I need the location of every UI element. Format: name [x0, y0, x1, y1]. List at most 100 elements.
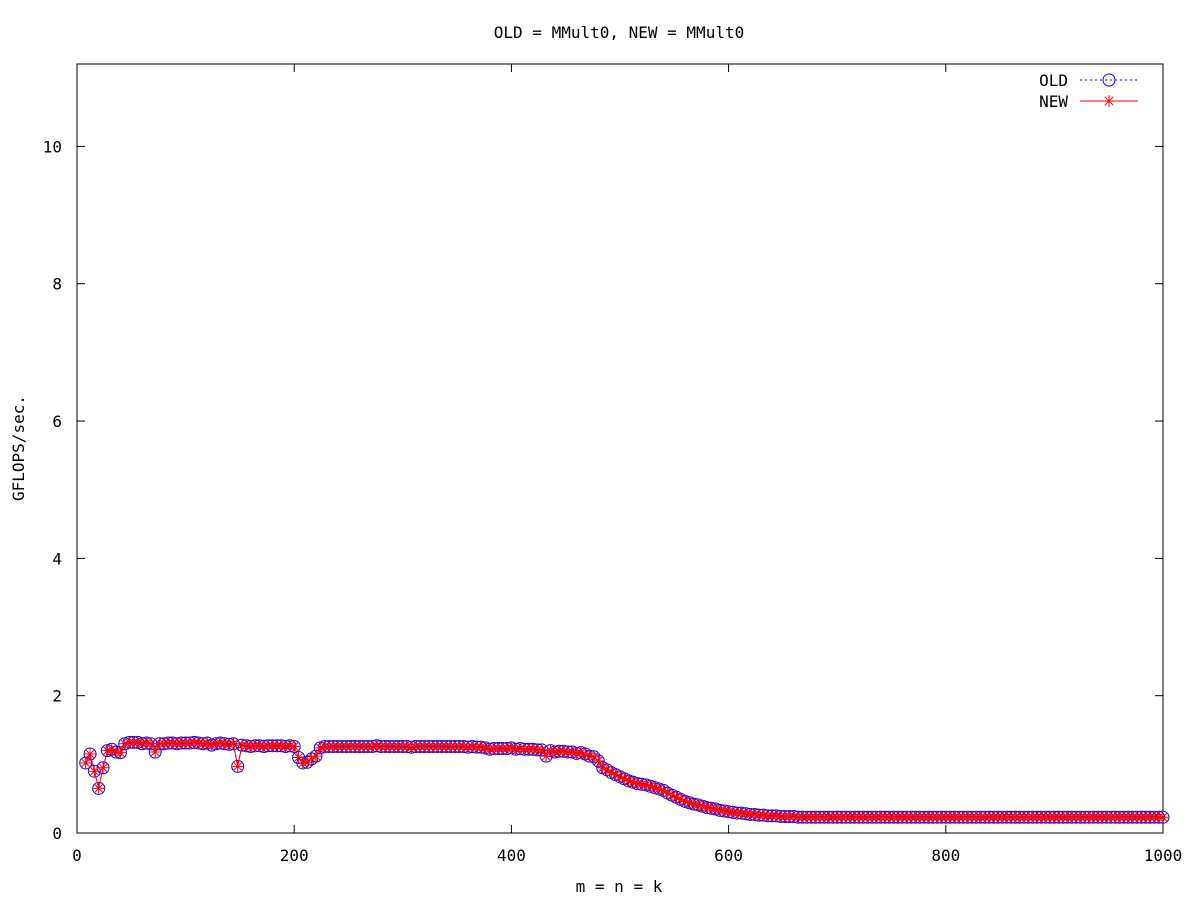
new-point-20 — [166, 737, 179, 750]
x-tick-label: 800 — [931, 846, 960, 865]
new-point-137 — [674, 793, 687, 806]
chart-title: OLD = MMult0, NEW = MMult0 — [494, 23, 744, 42]
new-point-47 — [283, 739, 296, 752]
new-point-136 — [670, 791, 683, 804]
x-tick-label: 0 — [72, 846, 82, 865]
new-point-126 — [627, 776, 640, 789]
new-point-129 — [640, 778, 653, 791]
new-point-87 — [457, 740, 470, 753]
new-point-4 — [97, 761, 110, 774]
new-point-141 — [692, 798, 705, 811]
new-point-50 — [296, 756, 309, 769]
x-tick-label: 600 — [714, 846, 743, 865]
new-point-75 — [405, 741, 418, 754]
new-point-74 — [401, 740, 414, 753]
series-new — [79, 736, 1169, 824]
new-point-134 — [661, 787, 674, 800]
new-point-14 — [140, 737, 153, 750]
new-point-25 — [188, 736, 201, 749]
new-point-2 — [88, 765, 101, 778]
new-point-110 — [557, 745, 570, 758]
new-point-128 — [635, 778, 648, 791]
new-point-13 — [136, 737, 149, 750]
new-point-106 — [540, 750, 553, 763]
plot-frame — [76, 63, 1164, 834]
old-point-legend — [1102, 73, 1116, 87]
new-point-123 — [614, 770, 626, 783]
new-point-45 — [275, 739, 288, 752]
new-point-120 — [600, 763, 613, 776]
new-point-36 — [236, 739, 249, 752]
new-point-114 — [574, 746, 587, 759]
new-point-138 — [679, 795, 692, 808]
new-point-7 — [110, 745, 123, 758]
new-point-8 — [114, 746, 127, 759]
new-point-159 — [770, 809, 783, 822]
new-point-53 — [309, 750, 322, 763]
new-point-132 — [653, 783, 666, 796]
new-point-107 — [544, 744, 557, 757]
new-point-15 — [144, 737, 157, 750]
new-point-118 — [592, 754, 605, 767]
new-point-48 — [288, 740, 301, 753]
new-point-98 — [505, 741, 518, 754]
new-point-146 — [713, 804, 726, 817]
new-point-139 — [683, 796, 696, 809]
new-point-113 — [570, 747, 583, 760]
new-point-148 — [722, 805, 735, 818]
y-tick-label: 6 — [52, 412, 62, 431]
new-point-143 — [700, 801, 713, 814]
y-axis-label: GFLOPS/sec. — [9, 395, 28, 501]
new-point-16 — [149, 745, 162, 758]
new-point-127 — [631, 777, 644, 790]
new-point-163 — [787, 810, 800, 823]
new-point-122 — [609, 768, 622, 781]
new-point-91 — [474, 741, 487, 754]
new-point-131 — [648, 781, 661, 794]
new-point-116 — [583, 750, 596, 763]
new-point-24 — [183, 737, 196, 750]
new-point-1 — [84, 748, 97, 761]
new-point-88 — [461, 741, 474, 754]
axis-ticks: 0 200 400 600 800 1000 0 2 4 6 8 10 — [43, 64, 1182, 865]
new-point-46 — [279, 740, 292, 753]
new-point-38 — [244, 740, 257, 753]
new-point-151 — [735, 807, 748, 820]
new-point-103 — [527, 743, 540, 756]
new-point-135 — [666, 789, 679, 802]
new-point-156 — [757, 809, 770, 822]
new-point-130 — [644, 780, 657, 793]
new-point-21 — [170, 737, 183, 750]
legend: OLD NEW — [1039, 71, 1138, 111]
new-point-248 — [1157, 811, 1169, 824]
new-point-31 — [214, 737, 227, 750]
new-point-140 — [687, 798, 700, 811]
new-point-149 — [726, 806, 739, 819]
new-point-27 — [196, 737, 209, 750]
new-point-92 — [479, 741, 492, 754]
y-tick-label: 4 — [52, 549, 62, 568]
new-point-100 — [514, 742, 527, 755]
new-point-121 — [605, 766, 618, 779]
new-point-33 — [223, 738, 236, 751]
new-point-41 — [257, 740, 270, 753]
new-point-3 — [92, 782, 105, 795]
new-point-105 — [535, 743, 548, 756]
new-point-52 — [305, 752, 318, 765]
new-point-145 — [709, 802, 722, 815]
new-point-144 — [705, 802, 718, 815]
new-point-133 — [657, 784, 670, 797]
new-point-37 — [240, 739, 253, 752]
new-point-18 — [157, 737, 170, 750]
new-point-67 — [370, 739, 383, 752]
new-point-124 — [618, 772, 631, 785]
new-point-32 — [218, 737, 231, 750]
new-point-89 — [466, 740, 479, 753]
new-point-115 — [579, 748, 592, 761]
series-layer — [79, 735, 1170, 824]
new-point-99 — [509, 743, 522, 756]
new-point-152 — [739, 807, 752, 820]
new-point-93 — [483, 743, 496, 756]
new-point-97 — [501, 742, 514, 755]
new-point-9 — [118, 737, 131, 750]
